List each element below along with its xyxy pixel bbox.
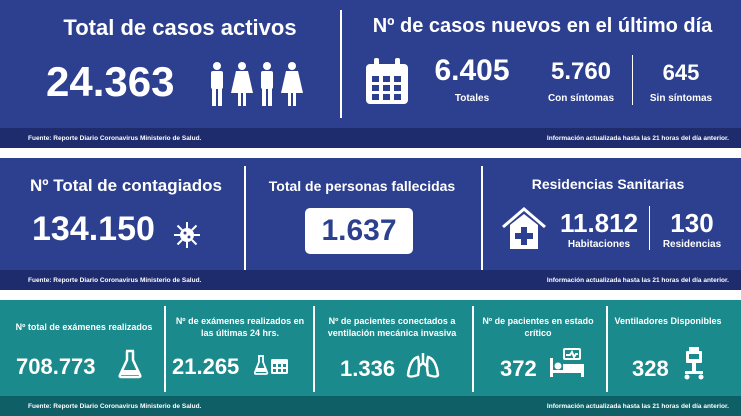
critical-patients-label: Nº de pacientes en estado crítico bbox=[482, 316, 594, 338]
ventilator-icon bbox=[684, 347, 704, 380]
divider bbox=[472, 306, 474, 392]
divider bbox=[632, 55, 633, 105]
deaths-value: 1.637 bbox=[305, 208, 413, 254]
divider bbox=[244, 166, 246, 270]
panel-totals: Nº Total de contagiados 134.150 Total de… bbox=[0, 158, 741, 290]
active-cases-value: 24.363 bbox=[46, 58, 175, 105]
flask-calendar-icon bbox=[254, 355, 288, 375]
calendar-icon bbox=[366, 58, 408, 104]
people-icon bbox=[211, 62, 303, 106]
ventilators-label: Ventiladores Disponibles bbox=[614, 316, 722, 326]
new-cases-symptomatic-label: Con síntomas bbox=[547, 93, 615, 104]
new-cases-total-label: Totales bbox=[454, 93, 490, 104]
new-cases-title: Nº de casos nuevos en el último día bbox=[372, 15, 713, 37]
daily-tests-label: Nº de exámenes realizados en las últimas… bbox=[175, 316, 305, 338]
total-infected-value: 134.150 bbox=[32, 210, 155, 248]
new-cases-symptomatic-value: 5.760 bbox=[550, 58, 612, 85]
source-note: Fuente: Reporte Diario Coronavirus Minis… bbox=[28, 134, 202, 142]
residences-title: Residencias Sanitarias bbox=[531, 176, 685, 192]
rooms-value: 11.812 bbox=[559, 208, 639, 238]
update-note: Información actualizada hasta las 21 hor… bbox=[546, 402, 729, 410]
residences-value: 130 bbox=[670, 208, 714, 238]
update-note: Información actualizada hasta las 21 hor… bbox=[546, 134, 729, 142]
rooms-label: Habitaciones bbox=[567, 239, 631, 250]
divider bbox=[606, 306, 608, 392]
divider bbox=[313, 306, 315, 392]
daily-tests-value: 21.265 bbox=[172, 354, 240, 379]
panel-footer: Fuente: Reporte Diario Coronavirus Minis… bbox=[0, 128, 741, 148]
ventilators-value: 328 bbox=[632, 356, 669, 381]
panel-tests: Nº total de exámenes realizados 708.773 … bbox=[0, 300, 741, 416]
critical-patients-value: 372 bbox=[500, 356, 537, 381]
panel-footer: Fuente: Reporte Diario Coronavirus Minis… bbox=[0, 270, 741, 290]
divider bbox=[481, 166, 483, 270]
source-note: Fuente: Reporte Diario Coronavirus Minis… bbox=[28, 402, 202, 410]
total-tests-label: Nº total de exámenes realizados bbox=[15, 322, 153, 332]
house-medical-icon bbox=[502, 207, 546, 249]
new-cases-asymptomatic-label: Sin síntomas bbox=[649, 93, 713, 104]
ventilated-patients-label: Nº de pacientes conectados a ventilación… bbox=[327, 316, 457, 338]
panel-footer: Fuente: Reporte Diario Coronavirus Minis… bbox=[0, 396, 741, 416]
divider bbox=[340, 10, 342, 118]
divider bbox=[649, 206, 650, 250]
virus-icon bbox=[174, 222, 200, 248]
new-cases-total-value: 6.405 bbox=[434, 54, 510, 87]
divider bbox=[164, 306, 166, 392]
active-cases-title: Total de casos activos bbox=[63, 15, 297, 40]
ventilated-patients-value: 1.336 bbox=[340, 356, 396, 381]
panel-active-cases: Total de casos activos 24.363 Nº de caso… bbox=[0, 0, 741, 148]
flask-icon bbox=[118, 349, 142, 379]
total-tests-value: 708.773 bbox=[16, 354, 96, 379]
deaths-title: Total de personas fallecidas bbox=[268, 178, 456, 194]
new-cases-asymptomatic-value: 645 bbox=[662, 60, 700, 85]
total-infected-title: Nº Total de contagiados bbox=[30, 176, 222, 195]
lungs-icon bbox=[406, 353, 440, 378]
residences-label: Residencias bbox=[662, 239, 722, 250]
source-note: Fuente: Reporte Diario Coronavirus Minis… bbox=[28, 276, 202, 284]
hospital-bed-icon bbox=[550, 348, 584, 377]
update-note: Información actualizada hasta las 21 hor… bbox=[546, 276, 729, 284]
